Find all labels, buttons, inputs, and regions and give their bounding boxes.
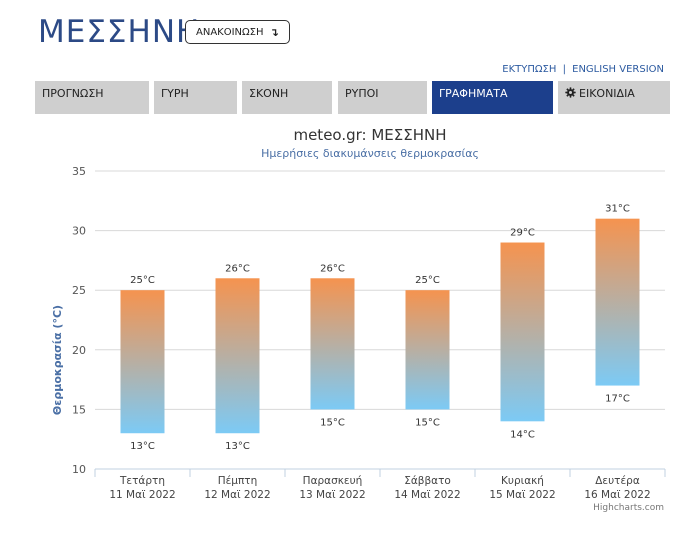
x-tick-date-label: 14 Μαϊ 2022 (394, 489, 460, 501)
tab-label: ΡΥΠΟΙ (345, 87, 379, 100)
tab-label: ΠΡΟΓΝΩΣΗ (42, 87, 104, 100)
x-tick-day-label: Παρασκευή (303, 475, 363, 487)
english-version-link[interactable]: ENGLISH VERSION (572, 64, 664, 75)
low-temp-label: 15°C (415, 417, 440, 428)
low-temp-label: 13°C (225, 441, 250, 452)
bars (120, 218, 640, 434)
link-separator: | (562, 64, 566, 75)
highcharts-credit[interactable]: Highcharts.com (593, 503, 664, 513)
y-tick-label: 20 (72, 344, 86, 357)
x-tick-date-label: 11 Μαϊ 2022 (109, 489, 175, 501)
tab-bar: ΠΡΟΓΝΩΣΗ ΓΥΡΗ ΣΚΟΝΗ ΡΥΠΟΙ ΓΡΑΦΗΜΑΤΑ ΕΙΚΟ… (0, 81, 681, 115)
low-temp-label: 17°C (605, 394, 630, 405)
temperature-bar (215, 278, 260, 434)
x-tick-date-label: 13 Μαϊ 2022 (299, 489, 365, 501)
x-axis: Τετάρτη 11 Μαϊ 2022 Πέμπτη 12 Μαϊ 2022 Παρασ… (94, 468, 666, 501)
high-temp-label: 31°C (605, 204, 630, 215)
y-tick-label: 15 (72, 403, 86, 416)
announcement-label: ΑΝΑΚΟΙΝΩΣΗ (196, 26, 264, 38)
chart-title: meteo.gr: ΜΕΣΣΗΝΗ (293, 126, 446, 144)
x-tick-day-label: Πέμπτη (218, 475, 258, 487)
tab-forecast[interactable]: ΠΡΟΓΝΩΣΗ (35, 81, 149, 114)
high-temp-label: 29°C (510, 228, 535, 239)
temperature-bar (310, 278, 355, 410)
temperature-bar (500, 242, 545, 422)
y-tick-label: 10 (72, 463, 86, 476)
top-links: ΕΚΤΥΠΩΣΗ | ENGLISH VERSION (502, 64, 664, 75)
tab-pollutants[interactable]: ΡΥΠΟΙ (338, 81, 427, 114)
data-labels: 25°C 13°C 26°C 13°C 26°C 15°C 25°C 15°C 29°C 14°C… (130, 204, 630, 453)
print-link[interactable]: ΕΚΤΥΠΩΣΗ (502, 64, 557, 75)
x-tick-day-label: Δευτέρα (595, 475, 640, 487)
tab-icons[interactable]: ΕΙΚΟΝΙΔΙΑ (558, 81, 670, 114)
high-temp-label: 25°C (415, 275, 440, 286)
x-tick-date-label: 16 Μαϊ 2022 (584, 489, 650, 501)
tab-label: ΓΡΑΦΗΜΑΤΑ (439, 87, 508, 100)
y-tick-label: 35 (72, 165, 86, 178)
x-tick-day-label: Σάββατο (404, 475, 451, 487)
gear-icon (565, 87, 576, 98)
high-temp-label: 25°C (130, 275, 155, 286)
temperature-bar (120, 290, 165, 434)
low-temp-label: 14°C (510, 429, 535, 440)
arrow-down-icon: ↴ (269, 25, 279, 39)
temperature-bar (405, 290, 450, 410)
y-tick-label: 25 (72, 284, 86, 297)
temperature-chart: meteo.gr: ΜΕΣΣΗΝΗ Ημερήσιες διακυμάνσεις… (0, 118, 681, 549)
grid-lines: 10 15 20 25 30 35 (72, 165, 665, 476)
page-title: ΜΕΣΣΗΝΗ (38, 14, 201, 50)
tab-label: ΕΙΚΟΝΙΔΙΑ (579, 87, 635, 100)
high-temp-label: 26°C (320, 263, 345, 274)
tab-label: ΓΥΡΗ (161, 87, 189, 100)
chart-svg: meteo.gr: ΜΕΣΣΗΝΗ Ημερήσιες διακυμάνσεις… (51, 126, 666, 501)
low-temp-label: 13°C (130, 441, 155, 452)
tab-dust[interactable]: ΣΚΟΝΗ (242, 81, 332, 114)
y-tick-label: 30 (72, 225, 86, 238)
high-temp-label: 26°C (225, 263, 250, 274)
x-tick-day-label: Κυριακή (501, 475, 544, 487)
chart-subtitle: Ημερήσιες διακυμάνσεις θερμοκρασίας (261, 147, 479, 160)
tab-pollen[interactable]: ΓΥΡΗ (154, 81, 237, 114)
low-temp-label: 15°C (320, 417, 345, 428)
x-tick-date-label: 12 Μαϊ 2022 (204, 489, 270, 501)
y-axis-title: Θερμοκρασία (°C) (51, 305, 64, 415)
x-tick-day-label: Τετάρτη (119, 475, 165, 487)
x-tick-date-label: 15 Μαϊ 2022 (489, 489, 555, 501)
announcement-button[interactable]: ΑΝΑΚΟΙΝΩΣΗ ↴ (185, 20, 290, 44)
tab-charts[interactable]: ΓΡΑΦΗΜΑΤΑ (432, 81, 553, 114)
tab-label: ΣΚΟΝΗ (249, 87, 289, 100)
temperature-bar (595, 218, 640, 386)
